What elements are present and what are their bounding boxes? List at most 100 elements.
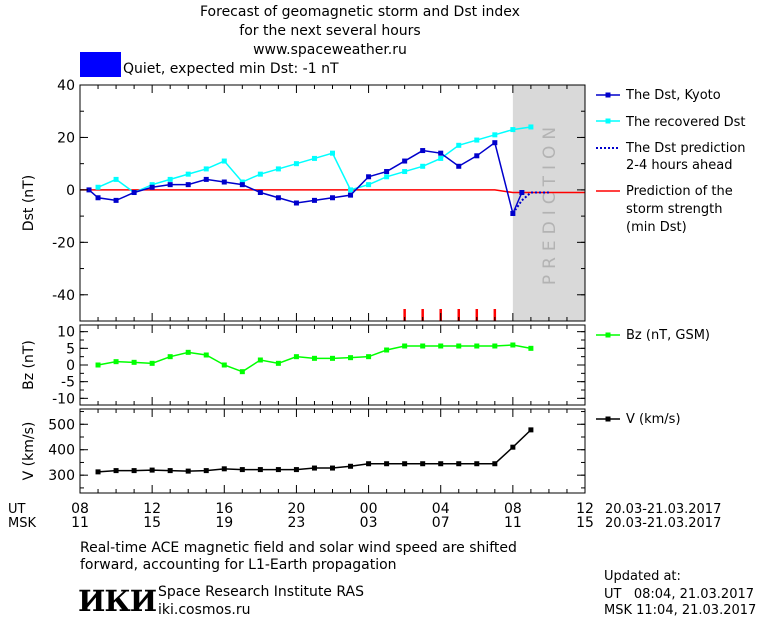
legend-dst-kyoto-marker [605,92,611,98]
dst-kyoto-point [95,195,101,201]
v-point [402,461,408,467]
y-tick-label: -40 [52,288,75,304]
recovered-dst-point [438,155,444,161]
bz-point [131,359,137,365]
dst-kyoto-point [167,182,173,188]
msk-tick-label: 23 [288,515,306,531]
updated-ut: UT 08:04, 21.03.2017 [604,587,755,602]
bz-point [95,362,101,368]
chart-title: Forecast of geomagnetic storm and Dst in… [200,4,520,20]
v-point [510,444,516,450]
v-point [95,469,101,475]
dst-kyoto-point [384,169,390,175]
updated-msk: MSK 11:04, 21.03.2017 [604,603,757,618]
dst-kyoto-point [474,153,480,159]
recovered-dst-point [203,166,209,172]
chart-title-block: Forecast of geomagnetic storm and Dst in… [200,3,520,60]
iki-logo: ИКИ [78,584,157,618]
legend-dst-kyoto-label: The Dst, Kyoto [625,88,721,103]
y-tick-label: 400 [48,443,75,459]
dst-kyoto-point [366,174,372,180]
msk-tick-label: 15 [143,515,161,531]
msk-tick-label: 15 [576,515,594,531]
y-tick-label: 0 [66,358,75,374]
v-point [366,461,372,467]
site-url: www.spaceweather.ru [253,42,407,58]
v-point [528,427,534,433]
ut-date-range: 20.03-21.03.2017 [605,502,721,517]
status-label: Quiet, expected min Dst: -1 nT [123,61,339,77]
v-point [167,468,173,474]
msk-tick-label: 19 [215,515,233,531]
recovered-dst-point [528,124,534,130]
y-tick-label: 300 [48,468,75,484]
dst-kyoto-point [257,190,263,196]
recovered-dst-point [221,158,227,164]
dst-kyoto-point [239,182,245,188]
recovered-dst-point [275,166,281,172]
msk-tick-label: 07 [432,515,450,531]
recovered-dst-point [311,155,317,161]
ut-tick-label: 08 [71,501,89,517]
recovered-dst-point [492,132,498,138]
bz-point [257,357,263,363]
y-tick-label: 40 [57,78,75,94]
bz-point [420,343,426,349]
bz-point [221,362,227,368]
bz-point [239,369,245,375]
v-point [311,465,317,471]
recovered-dst-point [402,169,408,175]
recovered-dst-point [456,142,462,148]
legend-recovered-marker [605,118,611,124]
msk-tick-label: 03 [360,515,378,531]
dst-panel-frame [79,84,586,322]
dst-kyoto-point [519,190,525,196]
ut-tick-label: 12 [143,501,161,517]
ut-axis-label: UT [8,502,26,517]
v-point [221,466,227,472]
footer-note-line2: forward, accounting for L1-Earth propaga… [80,557,397,573]
prediction-word: PREDICTION [540,121,560,285]
min-dst-prediction-line [80,189,585,194]
bz-point [311,355,317,361]
recovered-dst-point [293,161,299,167]
v-axis-label: V (km/s) [21,422,37,481]
recovered-dst-point [167,176,173,182]
legend-min-dst-label2: storm strength [626,202,723,217]
bz-point [113,359,119,365]
bz-point [456,343,462,349]
y-tick-label: 5 [66,341,75,357]
bz-point [275,360,281,366]
bz-point [384,347,390,353]
v-point [474,461,480,467]
recovered-dst-point [257,171,263,177]
v-point [275,467,281,473]
dst-kyoto-point [438,150,444,156]
dst-kyoto-point [420,148,426,154]
dst-kyoto-line [88,141,523,216]
recovered-dst-point [348,187,354,193]
msk-tick-label: 11 [504,515,522,531]
dst-kyoto-point [86,187,92,193]
y-tick-label: 500 [48,417,75,433]
v-point [203,468,209,474]
bz-point [348,355,354,361]
v-point [257,467,263,473]
bz-point [293,354,299,360]
v-point [239,467,245,473]
recovered-dst-point [113,176,119,182]
recovered-dst-point [185,171,191,177]
ut-tick-label: 12 [576,501,594,517]
bz-point [203,352,209,358]
y-tick-label: -10 [52,391,75,407]
dst-kyoto-point [330,195,335,201]
v-point [185,468,191,474]
bz-panel-frame [79,324,586,406]
recovered-dst-point [330,150,335,156]
bz-point [167,354,173,360]
prediction-zone [512,85,585,321]
bz-axis-label: Bz (nT) [21,340,37,390]
ut-tick-label: 20 [288,501,306,517]
dst-kyoto-point [311,197,317,203]
bz-point [510,342,516,348]
